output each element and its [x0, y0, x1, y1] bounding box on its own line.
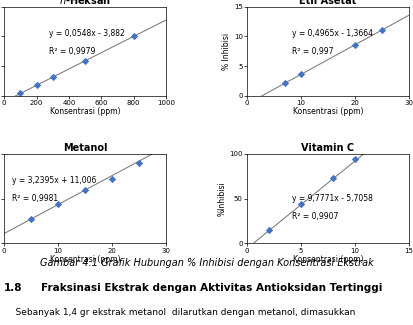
Text: y = 9,7771x - 5,7058: y = 9,7771x - 5,7058 — [292, 194, 373, 203]
Y-axis label: % Inhibisi: % Inhibisi — [222, 32, 231, 70]
Text: R² = 0,9979: R² = 0,9979 — [50, 47, 96, 56]
Title: Etil Asetat: Etil Asetat — [299, 0, 356, 6]
Point — [82, 187, 88, 192]
Point — [17, 91, 24, 96]
Point — [50, 74, 56, 80]
Text: R² = 0,997: R² = 0,997 — [292, 47, 334, 56]
Text: 1.8: 1.8 — [4, 283, 23, 293]
Text: Fraksinasi Ekstrak dengan Aktivitas Antioksidan Tertinggi: Fraksinasi Ekstrak dengan Aktivitas Anti… — [40, 283, 382, 293]
Point — [379, 28, 385, 33]
X-axis label: Konsentrasi (ppm): Konsentrasi (ppm) — [50, 108, 120, 116]
Point — [109, 176, 115, 181]
Point — [131, 34, 137, 39]
Text: y = 0,4965x - 1,3664: y = 0,4965x - 1,3664 — [292, 29, 373, 38]
Point — [82, 58, 88, 63]
X-axis label: Konsentrasi (ppm): Konsentrasi (ppm) — [293, 108, 363, 116]
Text: Gambar 4.1 Grafik Hubungan % Inhibisi dengan Konsentrasi Ekstrak: Gambar 4.1 Grafik Hubungan % Inhibisi de… — [40, 258, 373, 268]
Title: Metanol: Metanol — [63, 143, 107, 153]
Point — [298, 202, 304, 207]
Text: y = 0,0548x - 3,882: y = 0,0548x - 3,882 — [50, 29, 125, 38]
X-axis label: Konsentrasi (ppm): Konsentrasi (ppm) — [50, 255, 120, 264]
Text: y = 3,2395x + 11,006: y = 3,2395x + 11,006 — [12, 176, 97, 185]
Text: Sebanyak 1,4 gr ekstrak metanol  dilarutkan dengan metanol, dimasukkan: Sebanyak 1,4 gr ekstrak metanol dilarutk… — [4, 308, 356, 317]
Text: R² = 0,9907: R² = 0,9907 — [292, 212, 339, 221]
Point — [136, 160, 142, 165]
Point — [33, 83, 40, 88]
Point — [330, 176, 337, 181]
X-axis label: Konsentrasi (ppm): Konsentrasi (ppm) — [293, 255, 363, 264]
Point — [265, 227, 272, 233]
Point — [281, 81, 288, 86]
Point — [351, 157, 358, 162]
Point — [351, 43, 358, 48]
Point — [55, 202, 62, 207]
Text: R² = 0,9981: R² = 0,9981 — [12, 194, 58, 203]
Y-axis label: %lnhibisi: %lnhibisi — [218, 181, 226, 216]
Point — [298, 72, 304, 77]
Point — [28, 217, 34, 222]
Title: $\it{n}$-Heksan: $\it{n}$-Heksan — [59, 0, 111, 6]
Title: Vitamin C: Vitamin C — [301, 143, 354, 153]
